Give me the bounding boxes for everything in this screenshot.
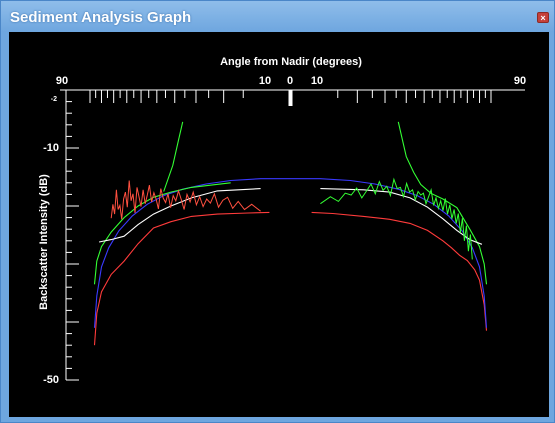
chart-axes	[60, 89, 525, 381]
sediment-chart: Angle from Nadir (degrees) 90 10 0 10 90…	[38, 56, 526, 386]
series-line-7	[320, 188, 483, 245]
series-line-3	[93, 182, 231, 285]
x-tick-label-right-outer: 90	[514, 75, 526, 87]
close-icon[interactable]: ×	[537, 12, 549, 23]
noisy-series-line-0	[110, 180, 261, 220]
series-line-0	[93, 211, 270, 346]
x-tick-center-marker	[288, 90, 293, 106]
x-axis-title: Angle from Nadir (degrees)	[220, 56, 362, 68]
noisy-series-line-1	[320, 177, 473, 260]
chart-series	[93, 121, 488, 346]
window-title: Sediment Analysis Graph	[10, 9, 192, 26]
series-line-6	[98, 188, 261, 243]
x-tick-label-right-inner: 10	[311, 75, 323, 87]
y-tick-label-10: -10	[43, 142, 59, 154]
title-bar[interactable]: Sediment Analysis Graph ×	[1, 1, 554, 32]
y-axis-title: Backscatter Intensity (dB)	[38, 174, 50, 310]
x-tick-label-left-inner: 10	[259, 75, 271, 87]
series-line-4	[163, 121, 184, 192]
graph-area: Angle from Nadir (degrees) 90 10 0 10 90…	[9, 32, 549, 417]
series-line-5	[397, 121, 488, 285]
x-tick-label-left-outer: 90	[56, 75, 68, 87]
series-line-1	[311, 211, 488, 331]
y-tick-label-top: -2	[51, 96, 57, 103]
x-tick-label-center: 0	[287, 75, 293, 87]
y-tick-label-50: -50	[43, 374, 59, 386]
series-line-2	[93, 178, 488, 328]
